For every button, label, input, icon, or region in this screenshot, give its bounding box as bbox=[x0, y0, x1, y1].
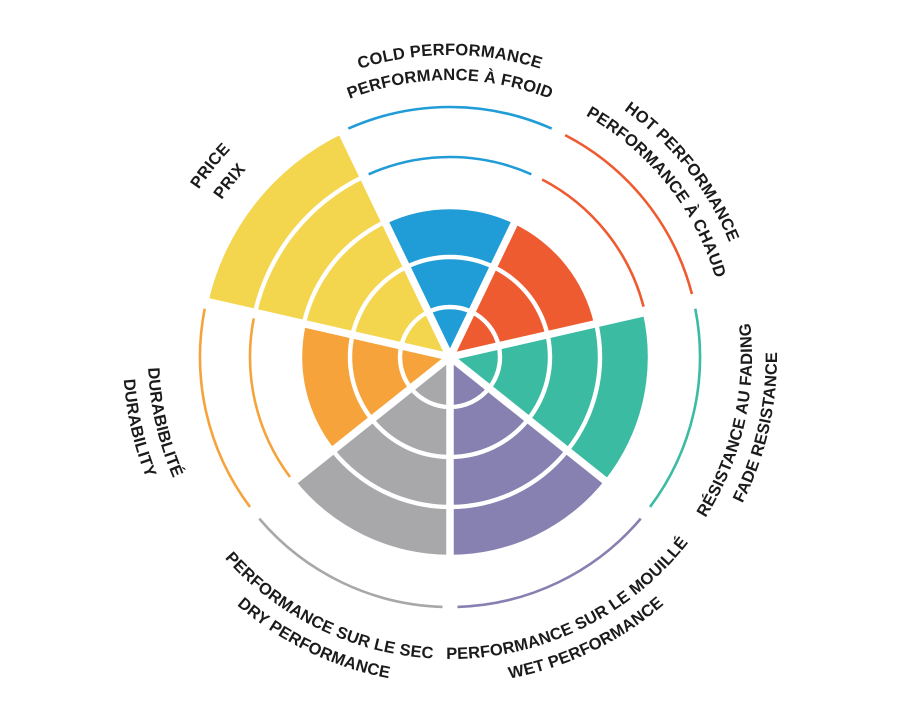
sector-label-hot-performance-en: HOT PERFORMANCE bbox=[621, 99, 742, 244]
ring-slice-durability-3 bbox=[302, 324, 371, 450]
empty-ring-arc-durability-5 bbox=[198, 308, 252, 508]
sector-fade-resistance bbox=[450, 308, 702, 508]
ring-slice-hot-performance-2 bbox=[472, 268, 546, 346]
ring-slice-cold-performance-3 bbox=[385, 209, 515, 265]
sector-hot-performance bbox=[450, 133, 694, 357]
ring-slice-cold-performance-2 bbox=[407, 259, 493, 310]
empty-ring-arc-dry-performance-5 bbox=[258, 517, 443, 609]
empty-ring-arc-wet-performance-5 bbox=[457, 517, 642, 609]
ring-slice-price-2 bbox=[354, 268, 428, 346]
sector-separator bbox=[449, 296, 701, 361]
empty-ring-arc-hot-performance-5 bbox=[564, 133, 694, 295]
ring-slice-hot-performance-3 bbox=[494, 223, 595, 335]
sector-separator bbox=[247, 354, 453, 520]
empty-ring-arc-cold-performance-5 bbox=[347, 105, 553, 130]
sector-separator bbox=[447, 354, 653, 520]
ring-slice-price-3 bbox=[305, 223, 406, 335]
ring-slice-price-5 bbox=[208, 133, 363, 313]
sector-label-cold-performance-fr: PERFORMANCE À FROID bbox=[345, 66, 556, 103]
ring-slice-wet-performance-3 bbox=[450, 420, 566, 505]
ring-slice-fade-resistance-4 bbox=[568, 312, 648, 481]
ring-slice-price-4 bbox=[257, 178, 384, 324]
empty-ring-arc-cold-performance-4 bbox=[368, 155, 532, 176]
sector-separator bbox=[335, 124, 454, 359]
sector-cold-performance bbox=[347, 105, 553, 357]
ring-slice-fade-resistance-3 bbox=[529, 324, 598, 450]
ring-slice-cold-performance-1 bbox=[429, 309, 471, 357]
ring-slice-dry-performance-4 bbox=[295, 451, 450, 555]
sector-separator bbox=[446, 124, 565, 359]
sector-price bbox=[208, 133, 450, 357]
empty-ring-arc-fade-resistance-5 bbox=[648, 308, 702, 508]
empty-ring-arc-durability-4 bbox=[248, 318, 292, 478]
sector-separator bbox=[199, 296, 451, 361]
ring-slice-dry-performance-3 bbox=[334, 420, 450, 505]
ring-slice-wet-performance-4 bbox=[450, 451, 605, 555]
empty-ring-arc-hot-performance-4 bbox=[541, 178, 645, 308]
